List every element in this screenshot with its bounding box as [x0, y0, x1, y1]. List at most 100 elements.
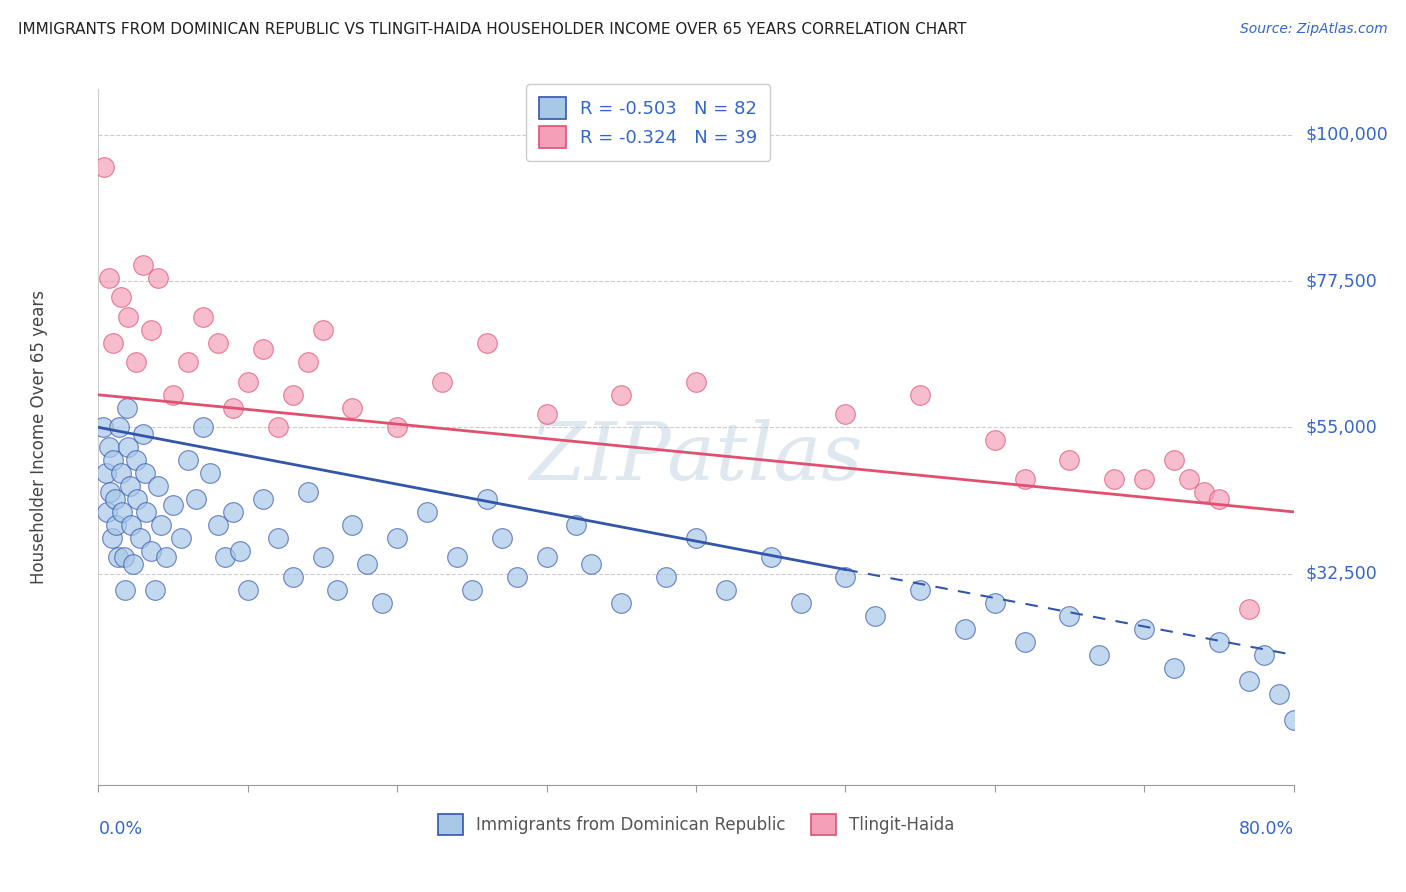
Point — [162, 388, 184, 402]
Point — [1208, 491, 1230, 506]
Point — [162, 499, 184, 513]
Legend: Immigrants from Dominican Republic, Tlingit-Haida: Immigrants from Dominican Republic, Tlin… — [426, 803, 966, 847]
Point — [117, 440, 139, 454]
Point — [984, 596, 1007, 610]
Point — [1192, 485, 1215, 500]
Point — [834, 407, 856, 421]
Point — [112, 550, 135, 565]
Point — [1059, 453, 1081, 467]
Point — [685, 531, 707, 545]
Point — [1104, 472, 1126, 486]
Point — [655, 570, 678, 584]
Point — [1133, 472, 1156, 486]
Point — [120, 517, 142, 532]
Point — [110, 290, 132, 304]
Point — [491, 531, 513, 545]
Text: $32,500: $32,500 — [1306, 565, 1378, 582]
Point — [385, 531, 409, 545]
Point — [267, 420, 290, 434]
Point — [297, 355, 319, 369]
Text: IMMIGRANTS FROM DOMINICAN REPUBLIC VS TLINGIT-HAIDA HOUSEHOLDER INCOME OVER 65 Y: IMMIGRANTS FROM DOMINICAN REPUBLIC VS TL… — [18, 22, 967, 37]
Point — [200, 466, 222, 480]
Text: Source: ZipAtlas.com: Source: ZipAtlas.com — [1240, 22, 1388, 37]
Point — [132, 258, 155, 272]
Point — [281, 388, 304, 402]
Point — [236, 375, 259, 389]
Point — [446, 550, 468, 565]
Point — [953, 622, 976, 636]
Point — [475, 335, 498, 350]
Point — [148, 479, 170, 493]
Point — [105, 517, 128, 532]
Point — [1163, 661, 1185, 675]
Point — [506, 570, 529, 584]
Text: ZIPatlas: ZIPatlas — [529, 419, 863, 497]
Point — [93, 160, 115, 174]
Point — [97, 270, 120, 285]
Point — [475, 491, 498, 506]
Point — [191, 310, 214, 324]
Point — [177, 355, 200, 369]
Point — [222, 505, 245, 519]
Point — [581, 557, 603, 571]
Point — [252, 491, 274, 506]
Point — [1088, 648, 1111, 662]
Point — [191, 420, 214, 434]
Point — [461, 582, 484, 597]
Point — [236, 582, 259, 597]
Point — [714, 582, 737, 597]
Point — [311, 323, 333, 337]
Point — [834, 570, 856, 584]
Point — [326, 582, 349, 597]
Point — [565, 517, 588, 532]
Point — [342, 401, 364, 415]
Text: $55,000: $55,000 — [1306, 418, 1378, 436]
Text: 0.0%: 0.0% — [98, 820, 142, 838]
Text: $77,500: $77,500 — [1306, 272, 1378, 290]
Point — [121, 557, 143, 571]
Point — [610, 596, 633, 610]
Point — [536, 550, 558, 565]
Point — [1267, 687, 1289, 701]
Point — [1253, 648, 1275, 662]
Point — [132, 426, 155, 441]
Point — [103, 335, 125, 350]
Point — [111, 505, 134, 519]
Point — [143, 582, 166, 597]
Point — [177, 453, 200, 467]
Point — [91, 420, 114, 434]
Point — [150, 517, 173, 532]
Point — [148, 270, 170, 285]
Point — [107, 550, 129, 565]
Point — [385, 420, 409, 434]
Point — [984, 434, 1007, 448]
Point — [127, 491, 149, 506]
Point — [281, 570, 304, 584]
Point — [536, 407, 558, 421]
Point — [342, 517, 364, 532]
Point — [1163, 453, 1185, 467]
Point — [94, 466, 117, 480]
Point — [108, 420, 131, 434]
Point — [1282, 713, 1305, 727]
Point — [297, 485, 319, 500]
Point — [104, 491, 127, 506]
Text: 80.0%: 80.0% — [1239, 820, 1294, 838]
Point — [252, 343, 274, 357]
Point — [184, 491, 207, 506]
Point — [1237, 602, 1260, 616]
Point — [356, 557, 378, 571]
Point — [908, 388, 931, 402]
Point — [101, 531, 124, 545]
Point — [110, 466, 132, 480]
Point — [98, 485, 122, 500]
Point — [214, 550, 236, 565]
Point — [267, 531, 290, 545]
Point — [222, 401, 245, 415]
Text: Householder Income Over 65 years: Householder Income Over 65 years — [30, 290, 48, 584]
Point — [685, 375, 707, 389]
Point — [207, 517, 229, 532]
Point — [135, 505, 157, 519]
Point — [610, 388, 633, 402]
Point — [117, 310, 139, 324]
